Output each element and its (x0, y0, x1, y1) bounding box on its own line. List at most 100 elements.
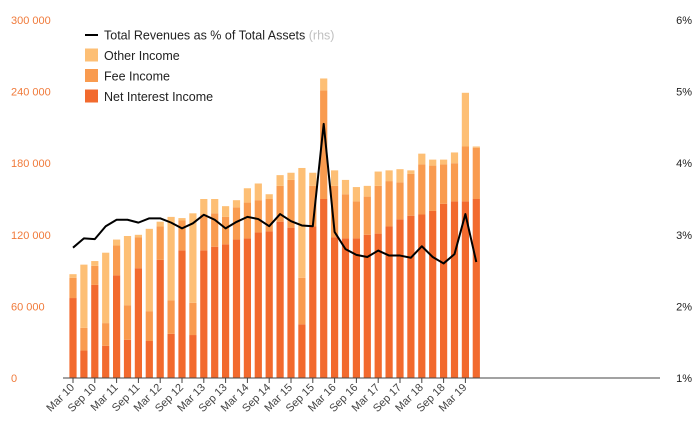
bar-segment-net-interest-income-9 (167, 333, 175, 378)
bar-segment-fee-income-30 (396, 182, 404, 220)
left-y-tick-label: 240 000 (11, 87, 51, 99)
bar-segment-net-interest-income-32 (418, 214, 426, 378)
bar-segment-net-interest-income-34 (440, 203, 448, 378)
right-y-tick-label: 4% (676, 158, 692, 170)
bar-segment-net-interest-income-5 (123, 339, 132, 378)
bar-segment-net-interest-income-27 (363, 234, 371, 378)
left-y-tick-label: 120 000 (11, 230, 51, 242)
bar-segment-fee-income-37 (472, 147, 480, 199)
bar-segment-fee-income-18 (265, 199, 273, 232)
bar-segment-other-income-14 (222, 206, 230, 217)
bar-segment-fee-income-4 (113, 245, 121, 276)
legend-label: Total Revenues as % of Total Assets (rhs… (104, 29, 334, 43)
bar-segment-other-income-19 (276, 175, 284, 186)
bar-segment-other-income-2 (91, 261, 99, 266)
bar-segment-fee-income-8 (156, 226, 164, 260)
bar-segment-fee-income-29 (385, 181, 393, 227)
bar-segment-other-income-27 (363, 185, 371, 197)
bar-segment-other-income-3 (102, 252, 110, 324)
bar-segment-fee-income-19 (276, 185, 284, 222)
bar-segment-net-interest-income-1 (80, 350, 88, 378)
bar-segment-net-interest-income-30 (396, 219, 404, 378)
bar-segment-other-income-11 (189, 213, 197, 303)
bar-segment-fee-income-26 (352, 201, 360, 239)
legend-label: Other Income (104, 49, 180, 63)
bar-segment-other-income-5 (123, 235, 132, 306)
bar-segment-fee-income-28 (374, 185, 382, 234)
bar-segment-fee-income-31 (407, 173, 415, 216)
bar-segment-other-income-28 (374, 171, 382, 186)
bar-segment-other-income-29 (385, 170, 393, 182)
bar-segment-other-income-13 (211, 199, 219, 214)
legend-label: Net Interest Income (104, 90, 213, 104)
bar-segment-fee-income-2 (91, 265, 99, 285)
bar-segment-other-income-30 (396, 169, 404, 183)
bar-segment-other-income-7 (145, 228, 153, 312)
bar-segment-fee-income-6 (134, 237, 142, 269)
legend: Total Revenues as % of Total Assets (rhs… (85, 29, 334, 104)
bar-segment-net-interest-income-37 (472, 199, 480, 378)
right-y-tick-label: 3% (676, 230, 692, 242)
legend-note: (rhs) (305, 29, 334, 43)
bar-segment-other-income-16 (243, 188, 251, 203)
bar-segment-fee-income-9 (167, 300, 175, 334)
bar-segment-fee-income-16 (243, 202, 251, 239)
bar-segment-fee-income-0 (69, 277, 77, 299)
legend-swatch-box (85, 89, 98, 103)
bar-segment-fee-income-35 (450, 163, 459, 202)
bar-segment-other-income-6 (134, 234, 142, 238)
bar-segment-net-interest-income-19 (276, 221, 284, 378)
bar-segment-fee-income-24 (331, 185, 339, 238)
bar-segment-other-income-35 (450, 152, 459, 164)
bar-segment-net-interest-income-31 (407, 215, 415, 378)
bar-segment-net-interest-income-21 (298, 324, 306, 378)
bar-segment-net-interest-income-24 (331, 237, 339, 378)
bar-segment-net-interest-income-18 (265, 231, 273, 378)
right-y-tick-label: 6% (676, 15, 692, 27)
bar-segment-fee-income-3 (102, 323, 110, 346)
bar-segment-other-income-9 (167, 216, 175, 301)
bar-segment-other-income-17 (254, 183, 262, 201)
bar-segment-fee-income-15 (232, 207, 241, 240)
bar-segment-net-interest-income-15 (232, 239, 241, 378)
bar-segment-net-interest-income-35 (450, 201, 459, 378)
bar-segment-other-income-8 (156, 221, 164, 227)
bar-segment-other-income-34 (440, 159, 448, 165)
bar-segment-net-interest-income-2 (91, 284, 99, 378)
left-y-tick-label: 180 000 (11, 158, 51, 170)
bar-segment-other-income-31 (407, 170, 415, 174)
bar-segment-fee-income-11 (189, 302, 197, 336)
bar-segment-other-income-24 (331, 170, 339, 186)
bar-segment-fee-income-22 (309, 185, 317, 227)
legend-label: Fee Income (104, 70, 170, 84)
bar-segment-fee-income-5 (123, 305, 132, 340)
bar-segment-fee-income-36 (461, 146, 469, 202)
bar-segment-net-interest-income-22 (309, 226, 317, 378)
bar-segment-other-income-36 (461, 92, 469, 147)
left-y-tick-label: 300 000 (11, 15, 51, 27)
bar-segment-net-interest-income-12 (200, 250, 208, 378)
bar-segment-net-interest-income-26 (352, 238, 360, 378)
bar-segment-fee-income-20 (287, 179, 295, 228)
bar-segment-net-interest-income-0 (69, 298, 77, 378)
bar-segment-fee-income-21 (298, 277, 306, 325)
right-y-tick-label: 1% (676, 373, 692, 385)
bar-segment-net-interest-income-28 (374, 233, 382, 378)
bar-segment-other-income-32 (418, 153, 426, 165)
bar-segment-fee-income-34 (440, 164, 448, 204)
bar-segment-fee-income-7 (145, 311, 153, 341)
bar-segment-fee-income-33 (429, 165, 437, 211)
bar-segment-net-interest-income-6 (134, 268, 142, 378)
bar-segment-net-interest-income-17 (254, 232, 262, 378)
bar-segment-other-income-26 (352, 187, 360, 202)
bar-segment-net-interest-income-23 (320, 199, 328, 378)
legend-swatch-box (85, 69, 98, 82)
bar-segment-other-income-1 (80, 264, 88, 328)
bars-group (69, 78, 480, 378)
bar-segment-fee-income-32 (418, 164, 426, 215)
left-y-axis-ticks: 0 60 000 120 000 180 000 240 000 300 000 (11, 15, 51, 385)
bar-segment-other-income-23 (320, 78, 328, 91)
bar-segment-other-income-4 (113, 239, 121, 246)
bar-segment-fee-income-10 (178, 220, 186, 251)
